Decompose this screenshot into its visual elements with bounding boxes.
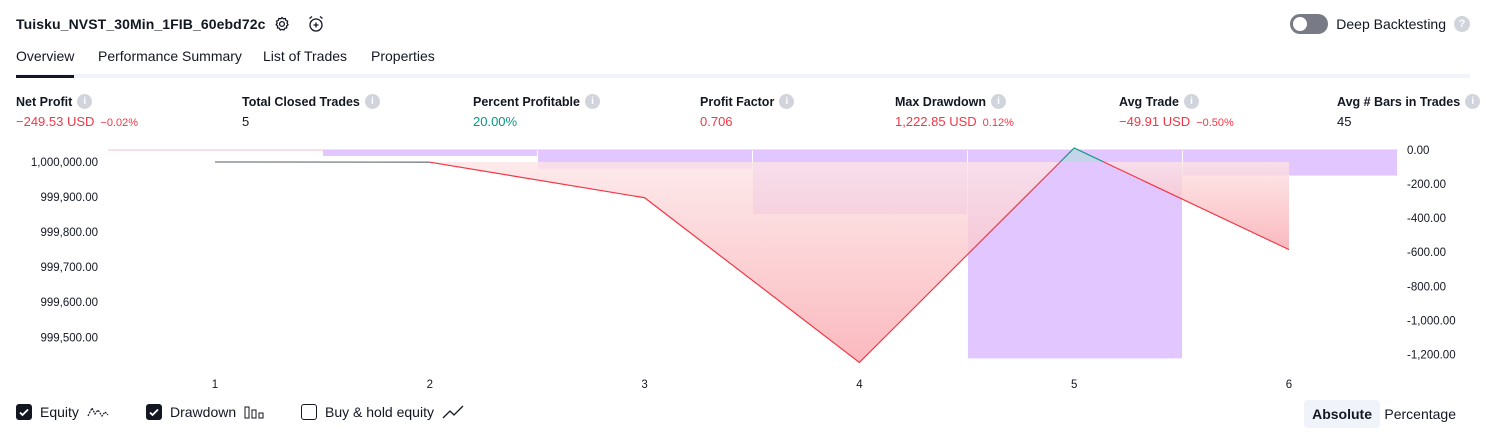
- metric-label: Profit Factor: [700, 94, 775, 109]
- absolute-button[interactable]: Absolute: [1304, 400, 1380, 428]
- info-icon[interactable]: i: [77, 94, 93, 109]
- tab-performance-summary[interactable]: Performance Summary: [98, 48, 242, 64]
- deep-backtesting-control: Deep Backtesting ?: [1290, 14, 1470, 34]
- info-icon[interactable]: i: [584, 94, 600, 109]
- metric-value: −49.91 USD: [1119, 114, 1191, 129]
- report-tabs: Overview Performance Summary List of Tra…: [16, 44, 1470, 78]
- equity-line-gain: [1059, 147, 1105, 163]
- left-axis-tick: 999,600.00: [40, 297, 98, 309]
- metric-net-profit: Net Profit i −249.53 USD −0.02%: [16, 94, 138, 129]
- buy-hold-line-icon: [442, 405, 464, 419]
- alarm-add-icon[interactable]: [306, 14, 326, 34]
- drawdown-bars-icon: [244, 406, 264, 419]
- x-axis-tick: 2: [427, 379, 433, 391]
- right-axis-tick: -1,200.00: [1407, 349, 1456, 361]
- right-axis-tick: -600.00: [1407, 247, 1446, 259]
- metric-percent: −0.50%: [1196, 117, 1234, 129]
- x-axis-tick: 6: [1286, 379, 1292, 391]
- right-axis-tick: -400.00: [1407, 213, 1446, 225]
- right-axis-tick: -1,000.00: [1407, 315, 1456, 327]
- left-axis-tick: 999,500.00: [40, 332, 98, 344]
- metric-percent: 0.12%: [982, 117, 1014, 129]
- legend-drawdown[interactable]: Drawdown: [146, 404, 264, 420]
- info-icon[interactable]: i: [1465, 94, 1481, 109]
- left-axis-tick: 999,800.00: [40, 227, 98, 239]
- metric-label: Avg # Bars in Trades: [1337, 94, 1461, 109]
- x-axis-tick: 1: [212, 379, 218, 391]
- info-icon[interactable]: i: [1183, 94, 1199, 109]
- metric-avg-trade: Avg Trade i −49.91 USD −0.50%: [1119, 94, 1234, 129]
- metric-label: Net Profit: [16, 94, 73, 109]
- left-axis-tick: 1,000,000.00: [31, 157, 98, 169]
- deep-backtesting-label: Deep Backtesting: [1336, 16, 1446, 32]
- metric-label: Total Closed Trades: [242, 94, 360, 109]
- legend-label: Buy & hold equity: [325, 404, 434, 420]
- tab-overview[interactable]: Overview: [16, 48, 75, 78]
- right-axis-tick: -800.00: [1407, 281, 1446, 293]
- metric-label: Max Drawdown: [895, 94, 986, 109]
- metric-avg-bars-in-trades: Avg # Bars in Trades i 45: [1337, 94, 1481, 129]
- legend-buy-hold-equity[interactable]: Buy & hold equity: [301, 404, 464, 420]
- percentage-button[interactable]: Percentage: [1384, 406, 1456, 422]
- right-axis-tick: -200.00: [1407, 179, 1446, 191]
- metric-value: 0.706: [700, 114, 733, 129]
- tab-properties[interactable]: Properties: [371, 48, 435, 64]
- metric-value: 45: [1337, 114, 1352, 129]
- buy-hold-checkbox[interactable]: [301, 404, 317, 420]
- tab-list-of-trades[interactable]: List of Trades: [263, 48, 348, 64]
- drawdown-bar: [323, 150, 537, 156]
- metric-total-closed-trades: Total Closed Trades i 5: [242, 94, 380, 129]
- metric-label: Percent Profitable: [473, 94, 580, 109]
- metric-label: Avg Trade: [1119, 94, 1179, 109]
- equity-loss-area: [429, 162, 1061, 363]
- settings-icon[interactable]: [272, 14, 292, 34]
- info-icon[interactable]: i: [364, 94, 380, 109]
- x-axis-tick: 4: [856, 379, 863, 391]
- metric-value: 20.00%: [473, 114, 518, 129]
- help-icon[interactable]: ?: [1454, 16, 1470, 32]
- equity-line-loss: [1103, 161, 1290, 251]
- legend-label: Drawdown: [170, 404, 237, 420]
- info-icon[interactable]: i: [991, 94, 1006, 109]
- right-axis-tick: 0.00: [1407, 145, 1429, 157]
- x-axis-tick: 3: [641, 379, 647, 391]
- metric-percent-profitable: Percent Profitable i 20.00%: [473, 94, 600, 129]
- metric-profit-factor: Profit Factor i 0.706: [700, 94, 795, 129]
- metric-value: 5: [242, 114, 250, 129]
- legend-label: Equity: [40, 404, 79, 420]
- metric-value: −249.53 USD: [16, 114, 95, 129]
- left-axis-tick: 999,700.00: [40, 262, 98, 274]
- metric-percent: −0.02%: [100, 117, 139, 129]
- equity-checkbox[interactable]: [16, 404, 32, 420]
- drawdown-checkbox[interactable]: [146, 404, 162, 420]
- equity-drawdown-chart[interactable]: 1,000,000.00 999,900.00 999,800.00 999,700.…: [0, 140, 1486, 398]
- info-icon[interactable]: i: [779, 94, 795, 109]
- metric-value: 1,222.85 USD: [895, 114, 977, 129]
- x-axis-tick: 5: [1071, 379, 1077, 391]
- equity-wave-icon: [87, 406, 109, 418]
- equity-line-loss: [429, 161, 1061, 364]
- left-axis-tick: 999,900.00: [40, 192, 98, 204]
- deep-backtesting-toggle[interactable]: [1290, 14, 1329, 34]
- metric-max-drawdown: Max Drawdown i 1,222.85 USD 0.12%: [895, 94, 1014, 129]
- strategy-title: Tuisku_NVST_30Min_1FIB_60ebd72c: [16, 16, 266, 32]
- report-header: Tuisku_NVST_30Min_1FIB_60ebd72c Deep Bac…: [16, 12, 1470, 38]
- legend-equity[interactable]: Equity: [16, 404, 109, 420]
